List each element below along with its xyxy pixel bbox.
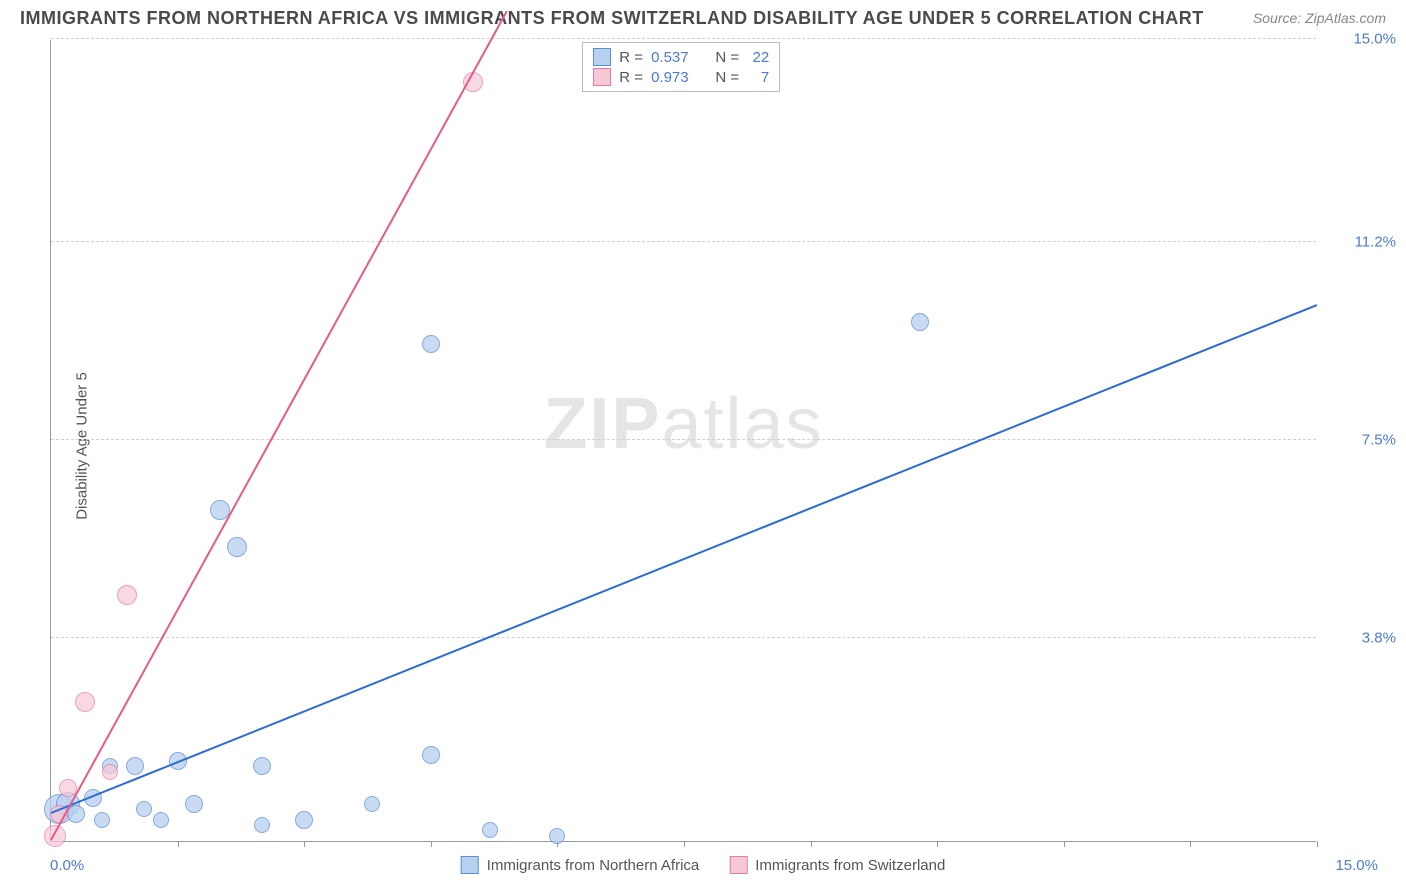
scatter-point-series-a (254, 817, 270, 833)
series-legend-item: Immigrants from Switzerland (729, 856, 945, 874)
scatter-point-series-a (136, 801, 152, 817)
series-legend-item: Immigrants from Northern Africa (461, 856, 700, 874)
watermark: ZIPatlas (543, 383, 823, 465)
x-tick-mark (1190, 841, 1191, 847)
source-attribution: Source: ZipAtlas.com (1253, 10, 1386, 26)
scatter-point-series-b (102, 764, 118, 780)
y-tick-label: 15.0% (1326, 31, 1396, 48)
gridline-horizontal (51, 439, 1316, 440)
x-tick-mark (304, 841, 305, 847)
x-axis-min-label: 0.0% (50, 857, 84, 874)
scatter-point-series-a (67, 805, 85, 823)
legend-swatch (593, 68, 611, 86)
x-axis-max-label: 15.0% (1335, 857, 1378, 874)
scatter-point-series-a (94, 812, 110, 828)
legend-swatch (461, 856, 479, 874)
y-tick-label: 3.8% (1326, 629, 1396, 646)
gridline-horizontal (51, 241, 1316, 242)
series-legend-label: Immigrants from Northern Africa (487, 857, 700, 874)
trend-line-series-b (50, 11, 508, 841)
plot-area: ZIPatlas R = 0.537 N = 22R = 0.973 N = 7… (50, 40, 1316, 842)
x-tick-mark (937, 841, 938, 847)
scatter-point-series-a (549, 828, 565, 844)
scatter-point-series-a (364, 796, 380, 812)
correlation-legend-row: R = 0.537 N = 22 (593, 47, 769, 67)
scatter-point-series-b (117, 585, 137, 605)
scatter-point-series-a (227, 537, 247, 557)
legend-r-label: R = (619, 69, 643, 86)
legend-n-value: 7 (747, 69, 769, 86)
scatter-point-series-a (422, 335, 440, 353)
correlation-legend-row: R = 0.973 N = 7 (593, 67, 769, 87)
watermark-light: atlas (661, 384, 823, 464)
scatter-point-series-a (253, 757, 271, 775)
legend-r-value: 0.973 (651, 69, 699, 86)
watermark-bold: ZIP (543, 384, 661, 464)
correlation-legend: R = 0.537 N = 22R = 0.973 N = 7 (582, 42, 780, 92)
legend-r-value: 0.537 (651, 49, 699, 66)
trend-line-series-a (51, 304, 1318, 814)
scatter-point-series-a (295, 811, 313, 829)
series-legend: Immigrants from Northern Africa Immigrant… (461, 856, 946, 874)
scatter-point-series-a (153, 812, 169, 828)
y-tick-label: 7.5% (1326, 432, 1396, 449)
chart-title: IMMIGRANTS FROM NORTHERN AFRICA VS IMMIG… (20, 8, 1204, 29)
x-tick-mark (1064, 841, 1065, 847)
x-tick-mark (684, 841, 685, 847)
gridline-horizontal (51, 637, 1316, 638)
legend-n-label: N = (707, 49, 739, 66)
scatter-point-series-a (422, 746, 440, 764)
series-legend-label: Immigrants from Switzerland (755, 857, 945, 874)
gridline-horizontal (51, 38, 1316, 39)
legend-r-label: R = (619, 49, 643, 66)
legend-swatch (729, 856, 747, 874)
x-tick-mark (1317, 841, 1318, 847)
x-tick-mark (178, 841, 179, 847)
legend-n-label: N = (707, 69, 739, 86)
x-tick-mark (811, 841, 812, 847)
scatter-point-series-a (126, 757, 144, 775)
scatter-point-series-b (75, 692, 95, 712)
scatter-point-series-a (911, 313, 929, 331)
legend-n-value: 22 (747, 49, 769, 66)
scatter-point-series-a (185, 795, 203, 813)
x-tick-mark (431, 841, 432, 847)
scatter-point-series-a (482, 822, 498, 838)
y-tick-label: 11.2% (1326, 234, 1396, 251)
legend-swatch (593, 48, 611, 66)
